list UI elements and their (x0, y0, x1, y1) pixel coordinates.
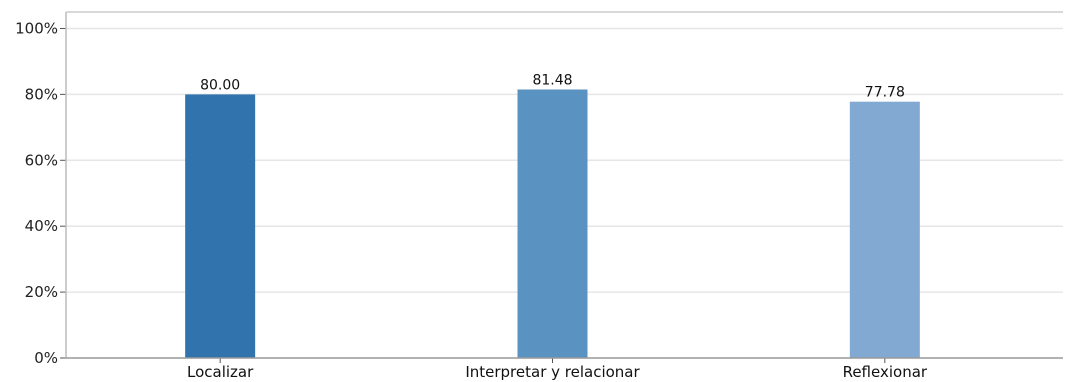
bar-2 (517, 89, 588, 358)
data-labels: 80.00 81.48 77.78 (200, 73, 905, 101)
bars (185, 89, 920, 358)
y-tick-label: 0% (34, 349, 58, 367)
bar-value-label: 81.48 (532, 73, 572, 89)
bar-value-label: 77.78 (865, 85, 905, 101)
y-tick-label: 20% (25, 283, 58, 301)
x-category-label: Interpretar y relacionar (465, 363, 640, 381)
y-tick-label: 40% (25, 217, 58, 235)
axes (65, 11, 1063, 359)
y-tick-label: 100% (15, 19, 58, 37)
x-category-label: Localizar (187, 363, 254, 381)
x-axis-category-labels: Localizar Interpretar y relacionar Reflexi… (187, 358, 928, 381)
x-category-label: Reflexionar (843, 363, 928, 381)
y-axis-ticks: 0% 20% 40% 60% 80% 100% (15, 19, 66, 367)
bar-value-label: 80.00 (200, 77, 240, 93)
y-tick-label: 60% (25, 151, 58, 169)
y-tick-label: 80% (25, 85, 58, 103)
bar-3 (849, 101, 920, 358)
bar-1 (185, 94, 256, 358)
